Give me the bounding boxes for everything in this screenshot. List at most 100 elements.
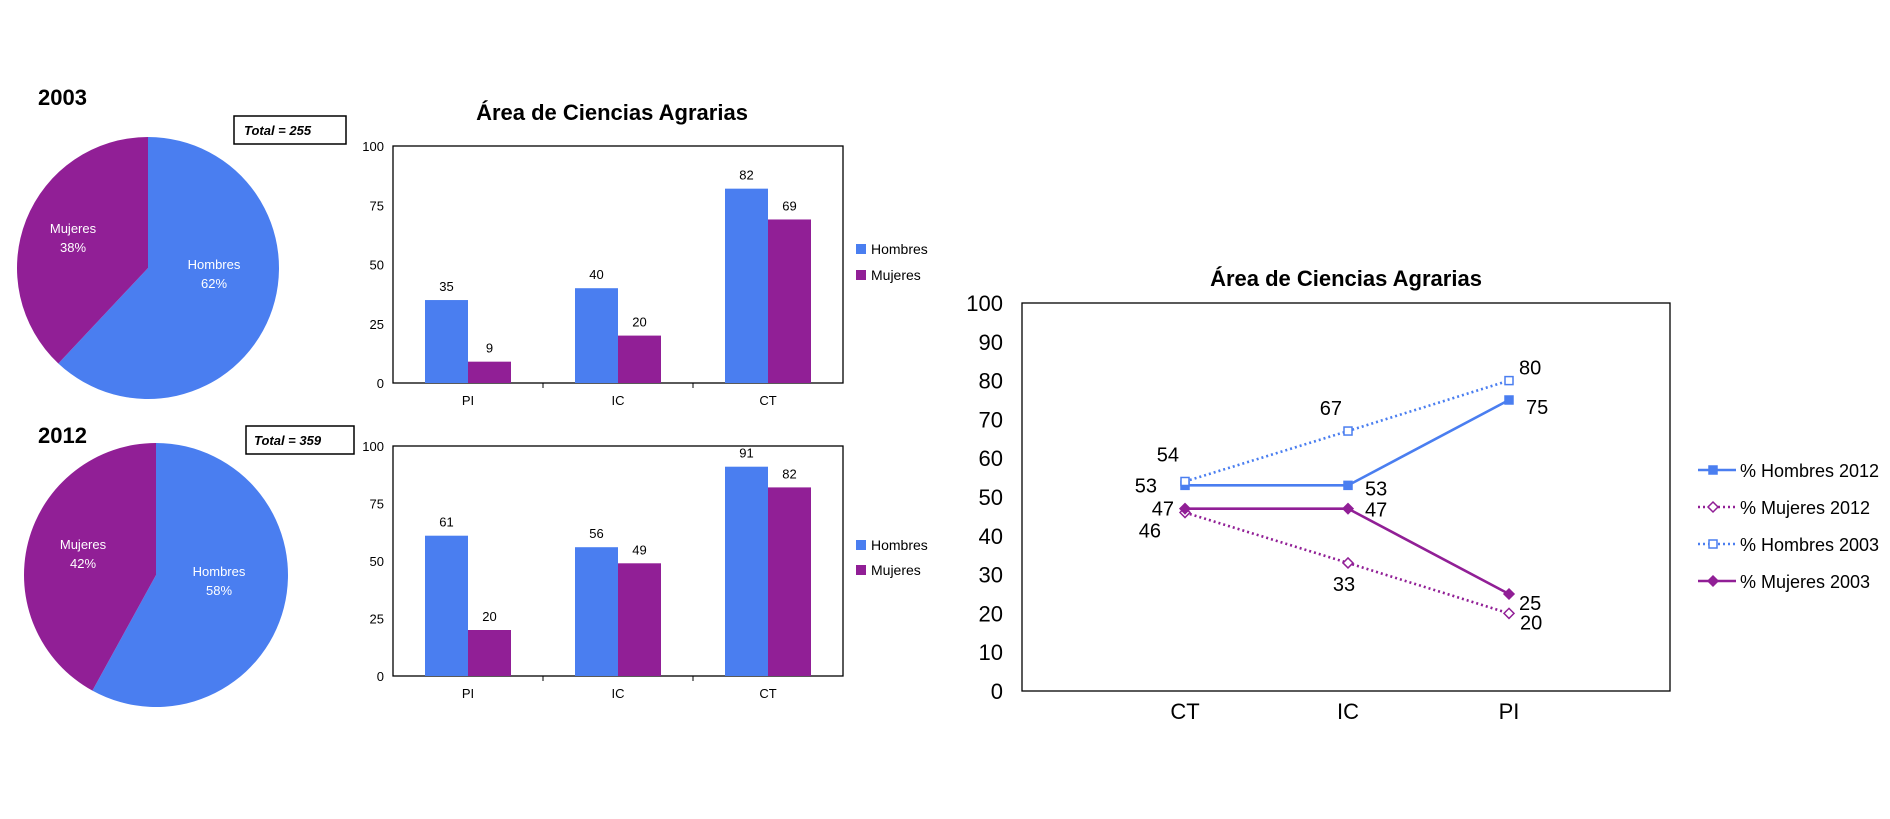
line-x-tick-IC: IC — [1337, 699, 1359, 724]
line-x-tick-PI: PI — [1499, 699, 1520, 724]
point-hombres-2012-IC — [1343, 480, 1353, 491]
line-series-hombres-2012 — [1185, 398, 1510, 487]
x-tick-2012-PI: PI — [462, 686, 474, 701]
line-y-tick-40: 40 — [979, 524, 1003, 549]
line-y-tick-90: 90 — [979, 330, 1003, 355]
line-chart-title: Área de Ciencias Agrarias — [1210, 266, 1482, 291]
pie-slice-mujeres-2003 — [16, 137, 148, 364]
point-hombres-2003-CT — [1180, 476, 1190, 487]
data-label-2003-hombres-PI: 35 — [439, 279, 453, 294]
bar-chart-2003: Área de Ciencias Agrarias 0 25 50 75 100 35 9 P… — [362, 100, 928, 408]
point-mujeres-2012-IC — [1341, 556, 1355, 570]
point-mujeres-2012-PI — [1502, 607, 1516, 620]
line-y-tick-10: 10 — [979, 640, 1003, 665]
legend-label-hombres-2012: Hombres — [871, 537, 928, 553]
legend-label-hombres-2012: % Hombres 2012 — [1740, 461, 1879, 481]
point-hombres-2003-IC — [1343, 426, 1353, 436]
bar-2012-hombres-IC — [575, 547, 618, 676]
line-label-mujeres-2003-IC: 47 — [1365, 500, 1387, 522]
point-hombres-2012-PI — [1504, 395, 1514, 405]
bar-2003-mujeres-IC — [618, 335, 661, 383]
pie-pct-hombres-2012: 58% — [206, 583, 232, 598]
bar-legend-2012: Hombres Mujeres — [856, 537, 928, 578]
bar-2012-mujeres-PI — [468, 630, 511, 676]
line-label-hombres-2012-IC: 53 — [1365, 478, 1387, 500]
legend-swatch-hombres-2012 — [856, 540, 866, 550]
data-label-2012-hombres-PI: 61 — [439, 515, 453, 530]
y-tick-2003-100: 100 — [362, 139, 384, 154]
total-box-2003 — [233, 115, 347, 145]
legend-swatch-mujeres-2003 — [856, 270, 866, 280]
pie-slice-hombres-2003 — [58, 137, 279, 399]
pie-slice-hombres-2012 — [92, 443, 288, 707]
legend-label-hombres-2003: Hombres — [871, 241, 928, 257]
data-label-2003-mujeres-CT: 69 — [782, 198, 796, 213]
bar-2012-mujeres-CT — [768, 487, 811, 676]
legend-marker-mujeres-2003 — [1706, 574, 1720, 588]
data-label-2003-hombres-IC: 40 — [589, 267, 603, 282]
line-y-tick-80: 80 — [979, 369, 1003, 394]
legend-label-hombres-2003: % Hombres 2003 — [1740, 535, 1879, 555]
bar-legend-2003: Hombres Mujeres — [856, 241, 928, 283]
line-label-hombres-2003-IC: 67 — [1320, 398, 1342, 420]
x-tick-2003-PI: PI — [462, 393, 474, 408]
bar-2003-hombres-CT — [725, 188, 768, 383]
line-chart: Área de Ciencias Agrarias 0 10 20 30 40 50 60 7… — [966, 266, 1879, 724]
bar-chart-2012: 0 25 50 75 100 61 20 PI 56 49 IC 91 82 CT Hombres Muj… — [362, 439, 928, 701]
line-y-tick-70: 70 — [979, 407, 1003, 432]
y-tick-2003-50: 50 — [370, 258, 384, 273]
data-label-2012-hombres-CT: 91 — [739, 446, 753, 461]
y-tick-2003-25: 25 — [370, 317, 384, 332]
total-box-2012 — [245, 425, 355, 455]
data-label-2012-hombres-IC: 56 — [589, 526, 603, 541]
bar-2003-hombres-PI — [425, 300, 468, 383]
point-mujeres-2003-PI — [1502, 587, 1516, 601]
line-label-hombres-2012-PI: 75 — [1526, 397, 1548, 419]
bar-2003-mujeres-CT — [768, 219, 811, 383]
line-label-mujeres-2012-CT: 46 — [1139, 521, 1161, 543]
pie-label-mujeres-2003: Mujeres — [50, 221, 97, 236]
y-tick-2012-25: 25 — [370, 612, 384, 627]
line-y-tick-0: 0 — [991, 679, 1003, 704]
legend-label-mujeres-2003: % Mujeres 2003 — [1740, 572, 1870, 592]
pie-label-hombres-2012: Hombres — [193, 564, 246, 579]
pie-pct-hombres-2003: 62% — [201, 276, 227, 291]
pie-chart-2012: 2012 Total = 359 Hombres 58% Mujeres 42% — [23, 423, 355, 707]
line-label-hombres-2012-CT: 53 — [1135, 475, 1157, 497]
y-tick-2012-75: 75 — [370, 497, 384, 512]
line-y-tick-30: 30 — [979, 563, 1003, 588]
bar-2012-hombres-PI — [425, 535, 468, 676]
y-tick-2012-100: 100 — [362, 439, 384, 454]
point-mujeres-2003-CT — [1178, 502, 1192, 515]
line-label-mujeres-2003-PI: 25 — [1519, 593, 1541, 615]
x-tick-2003-CT: CT — [759, 393, 776, 408]
point-mujeres-2003-IC — [1341, 502, 1355, 515]
legend-label-mujeres-2003: Mujeres — [871, 267, 921, 283]
legend-swatch-hombres-2003 — [856, 244, 866, 254]
line-y-tick-50: 50 — [979, 485, 1003, 510]
pie-chart-2003: 2003 Total = 255 Hombres 62% Mujeres 38% — [16, 85, 347, 399]
bar-2012-hombres-CT — [725, 466, 768, 676]
year-label-2012: 2012 — [38, 423, 87, 448]
total-label-2003: Total = 255 — [244, 123, 312, 138]
bar-2003-mujeres-PI — [468, 361, 511, 383]
data-label-2012-mujeres-CT: 82 — [782, 466, 796, 481]
line-label-hombres-2003-CT: 54 — [1157, 444, 1179, 466]
line-label-mujeres-2012-IC: 33 — [1333, 574, 1355, 596]
line-label-mujeres-2012-PI: 20 — [1520, 612, 1542, 634]
legend-marker-hombres-2012 — [1708, 465, 1718, 475]
y-tick-2012-0: 0 — [377, 669, 384, 684]
point-hombres-2003-PI — [1504, 375, 1514, 386]
data-label-2012-mujeres-PI: 20 — [482, 609, 496, 624]
data-label-2003-mujeres-IC: 20 — [632, 315, 646, 330]
total-label-2012: Total = 359 — [254, 433, 322, 448]
line-y-tick-100: 100 — [966, 291, 1003, 316]
legend-label-mujeres-2012: Mujeres — [871, 562, 921, 578]
x-tick-2003-IC: IC — [612, 393, 625, 408]
year-label-2003: 2003 — [38, 85, 87, 110]
line-y-tick-60: 60 — [979, 446, 1003, 471]
pie-slice-mujeres-2012 — [23, 443, 157, 691]
legend-label-mujeres-2012: % Mujeres 2012 — [1740, 498, 1870, 518]
line-label-hombres-2003-PI: 80 — [1519, 358, 1541, 380]
